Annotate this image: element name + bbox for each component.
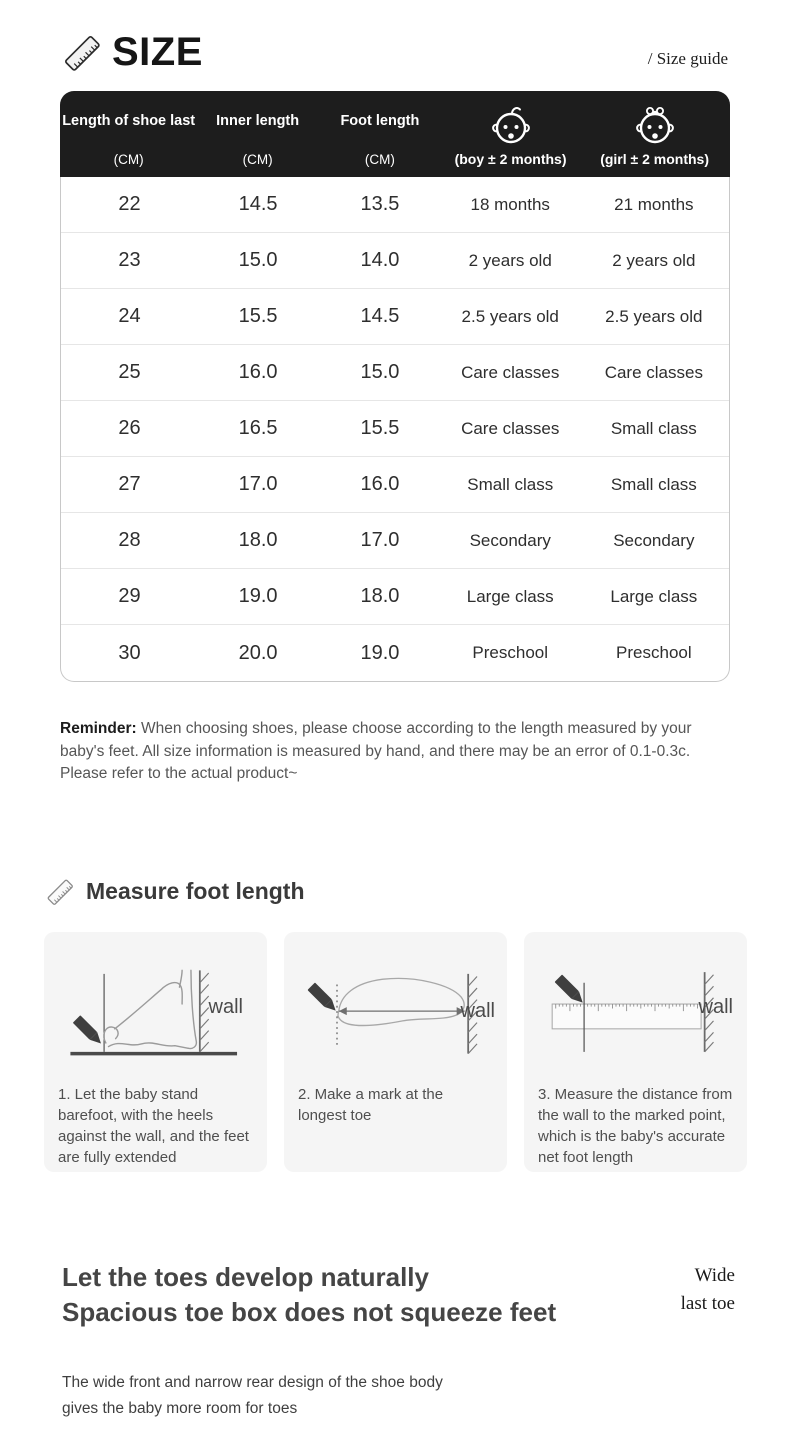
ruler-icon [44, 876, 76, 908]
table-row: 23 15.0 14.0 2 years old 2 years old [61, 233, 729, 289]
measure-step-3-card: wall 3. Measure the distance from the wa… [524, 931, 747, 1172]
table-row: 29 19.0 18.0 Large class Large class [61, 569, 729, 625]
column-header-inner-length: Inner length (CM) [216, 113, 300, 167]
table-row: 30 20.0 19.0 Preschool Preschool [118, 641, 692, 664]
size-table-body: 22 14.5 13.5 18 months 21 months 23 15.0… [60, 177, 730, 682]
toes-heading-line2: Spacious toe box does not squeeze feet [62, 1296, 557, 1327]
table-row: 26 16.5 15.5 Care classes Small class [61, 401, 729, 457]
toes-heading: Let the toes develop naturally Spacious … [62, 1260, 556, 1330]
column-header-shoe-last: Length of shoe last (CM) [62, 113, 196, 167]
side-note-line1: Wide [694, 1264, 735, 1286]
toes-description: The wide front and narrow rear design of… [62, 1373, 443, 1417]
wall-label: wall [460, 999, 495, 1022]
mark-longest-toe-illustration: wall [298, 956, 495, 1068]
column-header-boy: (boy ± 2 months) [442, 101, 579, 177]
baby-boy-icon [489, 101, 533, 147]
measure-section-title: Measure foot length [86, 878, 305, 904]
side-note-line2: last toe [680, 1292, 735, 1314]
wide-last-toe-note: Wide last toe [681, 1260, 735, 1330]
table-row: 28 18.0 17.0 Secondary Secondary [61, 513, 729, 569]
measure-step-2-card: wall 2. Make a mark at the longest toe [284, 931, 507, 1172]
measure-section-header: Measure foot length [44, 876, 730, 908]
toes-heading-line1: Let the toes develop naturally [62, 1261, 429, 1292]
size-guide-label: / Size guide [647, 49, 728, 68]
table-row: 22 14.5 13.5 18 months 21 months [61, 177, 729, 233]
ruler-measure-illustration: wall [538, 956, 733, 1068]
wall-label: wall [208, 995, 243, 1018]
step-caption: 1. Let the baby stand barefoot, with the… [58, 1085, 249, 1166]
table-row: 25 16.0 15.0 Care classes Care classes [61, 345, 729, 401]
toes-section-header: Let the toes develop naturally Spacious … [62, 1260, 735, 1330]
step-caption: 3. Measure the distance from the wall to… [538, 1085, 733, 1166]
baby-girl-icon [633, 101, 677, 147]
size-guide-page: SIZE / Size guide Length of shoe last (C… [0, 0, 790, 1417]
size-table-header: Length of shoe last (CM) Inner length (C… [60, 91, 730, 177]
reminder-label: Reminder: [60, 720, 137, 737]
measure-steps: wall 1. Let the baby stand barefoot, wit… [44, 931, 748, 1172]
step-caption: 2. Make a mark at the longest toe [298, 1085, 444, 1124]
table-row: 27 17.0 16.0 Small class Small class [61, 457, 729, 513]
table-row: 24 15.5 14.5 2.5 years old 2.5 years old [61, 289, 729, 345]
column-header-foot-length: Foot length (CM) [340, 113, 420, 167]
size-table: Length of shoe last (CM) Inner length (C… [60, 91, 730, 682]
column-header-girl: (girl ± 2 months) [579, 101, 730, 177]
ruler-icon [60, 31, 104, 75]
reminder-text: When choosing shoes, please choose accor… [60, 720, 692, 782]
page-title: SIZE [112, 30, 203, 74]
measure-step-1-card: wall 1. Let the baby stand barefoot, wit… [44, 931, 267, 1172]
foot-against-wall-illustration: wall [58, 956, 253, 1068]
section-header: SIZE / Size guide [0, 0, 790, 75]
reminder-note: Reminder: When choosing shoes, please ch… [60, 718, 732, 786]
wall-label: wall [698, 995, 733, 1018]
